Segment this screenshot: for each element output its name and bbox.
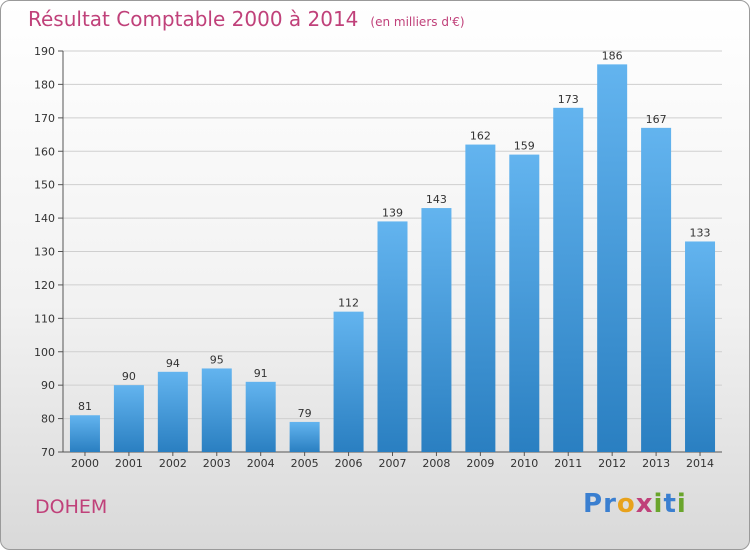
x-tick-label: 2014 [686, 457, 714, 470]
x-tick-label: 2007 [379, 457, 407, 470]
bar [685, 241, 716, 452]
y-tick-label: 100 [34, 346, 55, 359]
y-tick-label: 150 [34, 179, 55, 192]
bar-value-label: 143 [426, 193, 447, 206]
bar-value-label: 133 [690, 226, 711, 239]
bar [69, 415, 100, 452]
bar-value-label: 167 [646, 113, 667, 126]
x-tick-label: 2010 [510, 457, 538, 470]
bar-value-label: 90 [122, 370, 136, 383]
x-tick-label: 2013 [642, 457, 670, 470]
bar-value-label: 173 [558, 93, 579, 106]
bar [553, 107, 584, 452]
y-tick-label: 120 [34, 279, 55, 292]
logo-letter: i [676, 489, 687, 519]
bar [289, 421, 320, 452]
proxiti-logo: Proxiti [583, 489, 687, 519]
logo-letter: o [616, 489, 636, 519]
x-tick-label: 2001 [115, 457, 143, 470]
x-tick-label: 2002 [159, 457, 187, 470]
x-tick-label: 2005 [291, 457, 319, 470]
y-tick-label: 70 [41, 446, 55, 459]
bar [597, 64, 628, 452]
x-tick-label: 2004 [247, 457, 275, 470]
bar [333, 311, 364, 452]
y-tick-label: 170 [34, 112, 55, 125]
bar-value-label: 81 [78, 400, 92, 413]
bar-value-label: 112 [338, 297, 359, 310]
logo-letter: i [653, 489, 664, 519]
chart-title: Résultat Comptable 2000 à 2014 (en millie… [28, 7, 465, 31]
bar-value-label: 159 [514, 140, 535, 153]
y-tick-label: 190 [34, 45, 55, 58]
x-tick-label: 2006 [335, 457, 363, 470]
bar-value-label: 186 [602, 49, 623, 62]
chart-unit: (en milliers d'€) [370, 15, 465, 29]
y-tick-label: 90 [41, 379, 55, 392]
bar-value-label: 91 [254, 367, 268, 380]
logo-letter: P [583, 489, 604, 519]
bar [421, 208, 452, 452]
x-tick-label: 2011 [554, 457, 582, 470]
bar-value-label: 139 [382, 206, 403, 219]
bar [245, 381, 276, 452]
y-tick-label: 110 [34, 312, 55, 325]
y-tick-label: 80 [41, 413, 55, 426]
bar-value-label: 95 [210, 353, 224, 366]
bar [113, 385, 144, 452]
y-tick-label: 130 [34, 246, 55, 259]
x-tick-label: 2008 [422, 457, 450, 470]
x-tick-label: 2009 [466, 457, 494, 470]
bar [509, 154, 540, 452]
logo-letter: t [663, 489, 677, 519]
x-tick-label: 2003 [203, 457, 231, 470]
x-tick-label: 2000 [71, 457, 99, 470]
y-tick-label: 140 [34, 212, 55, 225]
bar [201, 368, 232, 452]
town-name: DOHEM [35, 496, 108, 518]
logo-letter: x [635, 489, 654, 519]
bar-value-label: 162 [470, 130, 491, 143]
logo-letter: r [603, 489, 617, 519]
chart-title-text: Résultat Comptable 2000 à 2014 [28, 7, 359, 31]
x-tick-label: 2012 [598, 457, 626, 470]
bar [157, 371, 188, 452]
bar [377, 221, 408, 452]
y-tick-label: 180 [34, 78, 55, 91]
bar-value-label: 94 [166, 357, 180, 370]
y-tick-label: 160 [34, 145, 55, 158]
bar-value-label: 79 [298, 407, 312, 420]
bar [641, 127, 672, 452]
bar [465, 144, 496, 453]
